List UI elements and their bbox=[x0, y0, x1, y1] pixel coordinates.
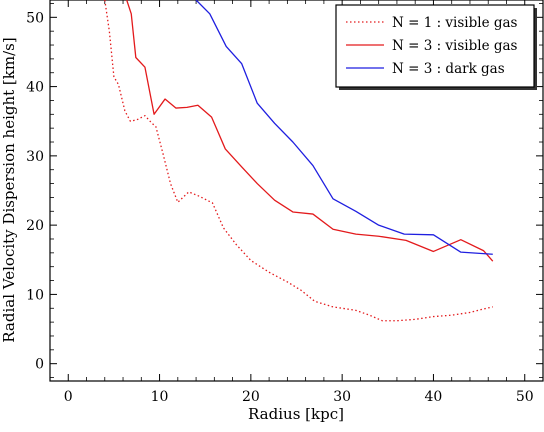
y-tick-label: 40 bbox=[26, 80, 44, 96]
y-axis-label: Radial Velocity Dispersion height [km/s] bbox=[0, 37, 18, 342]
legend-label-2: N = 3 : visible gas bbox=[392, 38, 518, 54]
y-tick-label: 10 bbox=[26, 287, 44, 303]
x-tick-label: 40 bbox=[425, 389, 443, 405]
y-tick-label: 50 bbox=[26, 10, 44, 26]
legend-items: N = 1 : visible gas N = 3 : visible gas N … bbox=[346, 15, 518, 77]
x-tick-label: 20 bbox=[242, 389, 260, 405]
x-axis-label: Radius [kpc] bbox=[248, 405, 344, 423]
legend-box bbox=[335, 4, 535, 88]
y-tick-label: 0 bbox=[35, 357, 44, 373]
x-tick-label: 10 bbox=[151, 389, 169, 405]
y-tick-label: 30 bbox=[26, 149, 44, 165]
x-tick-label: 50 bbox=[516, 389, 534, 405]
legend-label-3: N = 3 : dark gas bbox=[392, 61, 505, 77]
legend-label-1: N = 1 : visible gas bbox=[392, 15, 518, 31]
legend: N = 1 : visible gas N = 3 : visible gas N … bbox=[335, 4, 537, 90]
series-line-1 bbox=[104, 0, 493, 322]
series-line-3 bbox=[195, 0, 493, 255]
series-layer bbox=[104, 0, 494, 322]
series-line-2 bbox=[126, 0, 494, 262]
x-tick-label: 0 bbox=[64, 389, 73, 405]
y-tick-label: 20 bbox=[26, 218, 44, 234]
plot-frame bbox=[49, 0, 544, 382]
x-tick-label: 30 bbox=[333, 389, 351, 405]
